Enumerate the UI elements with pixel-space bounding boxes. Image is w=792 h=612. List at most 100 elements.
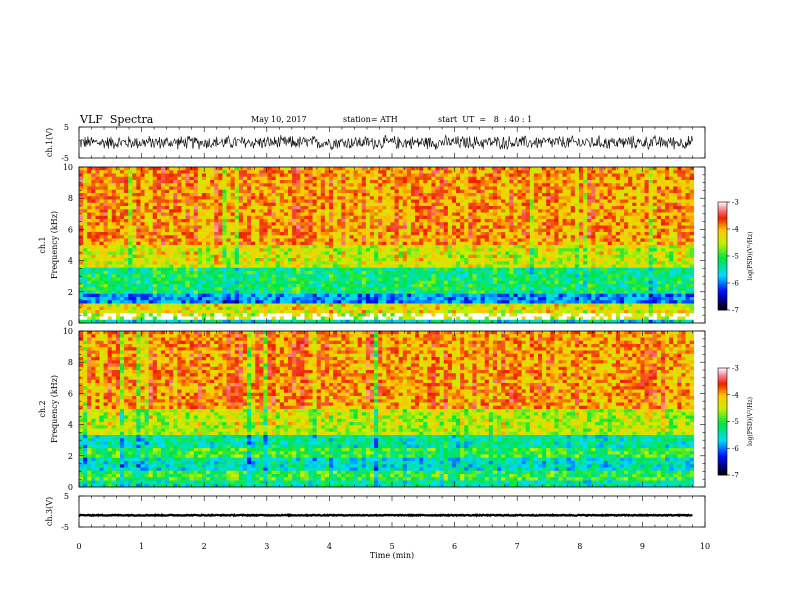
ch1-spec-cell xyxy=(169,180,174,184)
ch1-spec-cell xyxy=(95,248,100,252)
ch1-spec-cell xyxy=(492,245,498,249)
ch1-spec-cell xyxy=(156,264,162,269)
ch1-spec-cell xyxy=(660,254,666,259)
ch1-spec-cell xyxy=(263,193,268,197)
ch1-spec-cell xyxy=(591,241,596,246)
ch1-spec-cell xyxy=(193,173,199,178)
ch1-spec-cell xyxy=(595,219,600,223)
ch1-spec-cell xyxy=(156,241,162,246)
ch1-spec-cell xyxy=(271,212,277,217)
ch1-spec-cell xyxy=(615,212,621,217)
ch1-spec-cell xyxy=(644,173,649,178)
ch1-spec-cell xyxy=(505,186,510,191)
ch1-spec-cell xyxy=(603,241,609,246)
ch1-spec-cell xyxy=(324,202,330,207)
ch1-spec-cell xyxy=(267,206,272,210)
ch1-spec-cell xyxy=(156,196,162,200)
ch1-spec-cell xyxy=(451,183,457,187)
ch1-spec-cell xyxy=(115,241,121,246)
ch1-spec-cell xyxy=(333,206,338,210)
ch1-spec-cell xyxy=(279,215,285,220)
ch1-spec-cell xyxy=(374,238,379,243)
ch1-spec-cell xyxy=(513,222,518,226)
ch1-spec-cell xyxy=(378,238,383,243)
ch1-spec-cell xyxy=(152,189,158,194)
ch1-spec-cell xyxy=(566,199,572,204)
ch1-spec-cell xyxy=(107,225,113,230)
ch1-spec-cell xyxy=(521,176,527,181)
ch1-spec-cell xyxy=(288,176,293,181)
ch1-spec-cell xyxy=(218,189,223,194)
ch1-spec-cell xyxy=(140,170,145,174)
ch1-spec-cell xyxy=(341,180,346,184)
ch1-spec-cell xyxy=(103,222,109,226)
ch1-spec-cell xyxy=(165,271,170,275)
ch1-spec-cell xyxy=(505,248,510,252)
ch1-spec-cell xyxy=(218,267,223,272)
ch1-spec-cell xyxy=(619,180,625,184)
ch1-spec-cell xyxy=(665,189,670,194)
ch1-spec-cell xyxy=(140,219,145,223)
ch1-spec-cell xyxy=(456,202,461,207)
ch1-spec-cell xyxy=(402,212,408,217)
ch1-spec-cell xyxy=(574,170,580,174)
ch1-spec-cell xyxy=(472,173,477,178)
ch1-spec-cell xyxy=(345,170,350,174)
ch1-spec-cell xyxy=(558,189,563,194)
ch1-spec-cell xyxy=(226,245,231,249)
ch1-spec-cell xyxy=(218,228,223,233)
ch1-spec-cell xyxy=(521,222,527,226)
ch1-spec-cell xyxy=(562,180,568,184)
ch1-spec-cell xyxy=(636,180,641,184)
ch1-spec-cell xyxy=(173,189,178,194)
ch1-spec-cell xyxy=(640,267,645,272)
ch1-spec-cell xyxy=(181,264,186,269)
ch1-spec-cell xyxy=(603,196,609,200)
ch1-spec-cell xyxy=(472,167,477,171)
ch1-spec-cell xyxy=(165,183,170,187)
ch1-spec-cell xyxy=(226,215,231,220)
ch1-spec-cell xyxy=(365,167,371,171)
ch1-spec-cell xyxy=(456,261,461,265)
ch1-spec-cell xyxy=(583,267,588,272)
ch1-spec-cell xyxy=(517,232,522,236)
ch1-spec-cell xyxy=(181,202,186,207)
ch1-spec-cell xyxy=(353,241,359,246)
ch1-spec-cell xyxy=(570,238,576,243)
ch1-spec-cell xyxy=(505,245,510,249)
ch1-spec-cell xyxy=(529,167,535,171)
ch1-spec-cell xyxy=(283,202,289,207)
ch1-spec-cell xyxy=(316,176,322,181)
ch1-spec-cell xyxy=(665,202,670,207)
ch1-spec-cell xyxy=(242,271,248,275)
ch1-spec-cell xyxy=(447,264,453,269)
ch1-spec-cell xyxy=(255,206,260,210)
ch1-spec-cell xyxy=(521,193,527,197)
ch1-spec-cell xyxy=(468,228,473,233)
ch1-spec-cell xyxy=(538,238,543,243)
ch1-spec-cell xyxy=(226,238,231,243)
ch1-spec-cell xyxy=(509,261,514,265)
ch1-spec-cell xyxy=(271,202,277,207)
ch1-spec-cell xyxy=(513,176,518,181)
ch1-spec-cell xyxy=(206,241,211,246)
ch1-spec-cell xyxy=(357,206,363,210)
ch1-spec-cell xyxy=(152,241,158,246)
ch1-spec-cell xyxy=(394,261,400,265)
ch1-spec-cell xyxy=(320,193,326,197)
ch1-spec-cell xyxy=(435,251,440,256)
ch1-spec-cell xyxy=(165,170,170,174)
ch1-spec-cell xyxy=(201,206,207,210)
ch1-spec-cell xyxy=(624,258,629,262)
ch1-spec-cell xyxy=(513,254,518,259)
ch1-spec-cell xyxy=(189,235,195,239)
ch1-spec-cell xyxy=(685,232,690,236)
ch1-spec-cell xyxy=(156,206,162,210)
ch1-spec-cell xyxy=(685,215,690,220)
ch1-spec-cell xyxy=(517,264,522,269)
ch1-spec-cell xyxy=(369,196,375,200)
ch1-spec-cell xyxy=(443,241,449,246)
ch1-spec-cell xyxy=(230,245,236,249)
ch1-spec-cell xyxy=(79,215,84,220)
ch1-spec-cell xyxy=(427,186,432,191)
